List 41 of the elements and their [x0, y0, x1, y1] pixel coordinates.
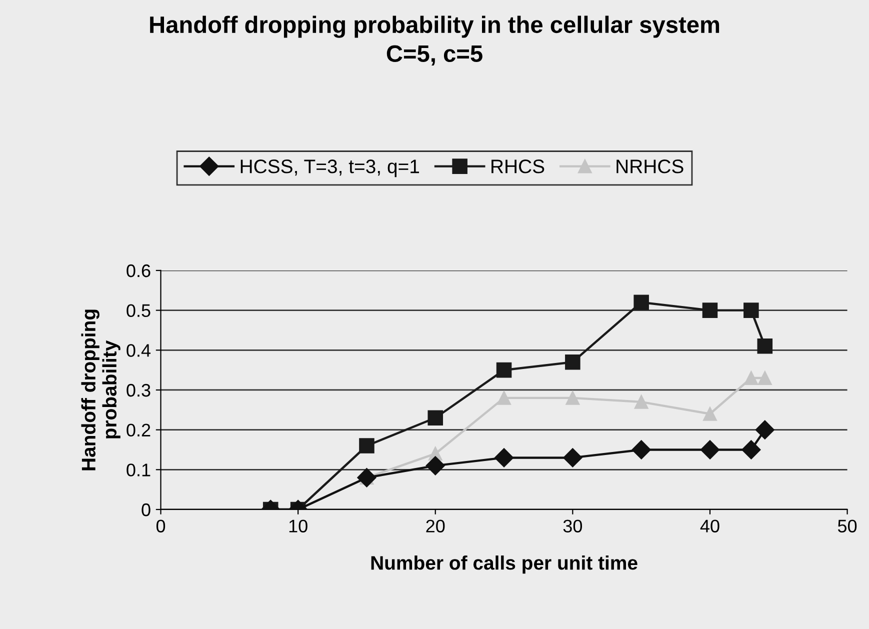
point [357, 468, 376, 488]
point [634, 394, 648, 409]
chart-title: Handoff dropping probability in the cellular system C=5, c=5 [150, 16, 720, 66]
y-axis-title: Handoff dropping probability [81, 310, 120, 470]
point [702, 302, 718, 318]
x-tick-label: 30 [563, 520, 582, 532]
x-tick-label: 40 [700, 520, 720, 532]
x-axis-title: Number of calls per unit time [371, 555, 638, 574]
point [426, 456, 445, 476]
legend-label: HCSS, T=3, t=3, q=1 [240, 160, 420, 178]
point [744, 371, 758, 385]
y-tick-label: 0.5 [126, 304, 150, 318]
point [755, 420, 774, 440]
point [428, 410, 444, 426]
point [494, 448, 514, 468]
point [565, 354, 580, 370]
point [359, 438, 374, 454]
x-tick-label: 20 [426, 520, 445, 532]
point [744, 302, 759, 318]
point [742, 440, 761, 460]
y-tick-label: 0.3 [126, 384, 150, 397]
legend-label: NRHCS [616, 160, 684, 174]
x-tick-label: 0 [156, 520, 166, 532]
point [703, 406, 717, 421]
point [700, 440, 720, 460]
point [757, 338, 773, 354]
x-tick-label: 50 [838, 520, 857, 532]
x-tick-label: 10 [289, 520, 308, 532]
point [563, 448, 582, 468]
y-tick-label: 0.1 [126, 464, 150, 476]
point [496, 362, 512, 378]
point [632, 440, 651, 460]
y-tick-label: 0.2 [126, 424, 150, 437]
legend-label: RHCS [492, 160, 544, 174]
y-tick-label: 0.6 [126, 264, 150, 278]
y-tick-label: 0 [142, 503, 150, 516]
point [497, 391, 511, 405]
point [634, 294, 649, 310]
point [758, 371, 772, 385]
y-tick-label: 0.4 [126, 344, 151, 357]
point [566, 391, 580, 405]
